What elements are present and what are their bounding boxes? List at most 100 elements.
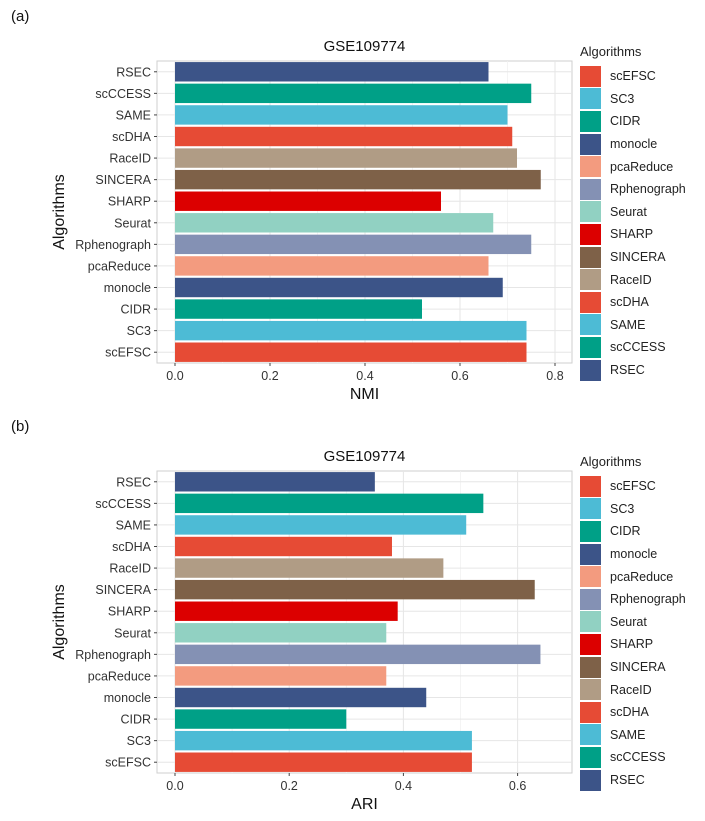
legend-label: Rphenograph — [610, 182, 686, 197]
legend-item: SHARP — [580, 223, 686, 246]
bar-seurat — [175, 623, 387, 643]
legend-item: pcaReduce — [580, 155, 686, 178]
legend-item: Seurat — [580, 611, 686, 634]
bar-sharp — [175, 191, 441, 211]
legend-label: SHARP — [610, 227, 654, 242]
legend-key — [580, 178, 601, 200]
legend-key — [580, 88, 601, 110]
legend-item: scCCESS — [580, 336, 686, 359]
legend-key — [580, 336, 601, 358]
legend-key — [580, 679, 601, 701]
legend-key — [580, 498, 601, 520]
panel-label: (b) — [11, 418, 30, 435]
legend-item: Rphenograph — [580, 588, 686, 611]
legend-key — [580, 359, 601, 381]
y-tick-label: RaceID — [109, 562, 151, 576]
y-tick-label: Seurat — [114, 216, 151, 230]
legend-label: monocle — [610, 137, 658, 152]
bar-cidr — [175, 709, 347, 729]
legend-key — [580, 656, 601, 678]
bar-monocle — [175, 687, 427, 708]
legend-label: SAME — [610, 727, 646, 742]
y-tick-label: SC3 — [127, 324, 151, 338]
legend-label: CIDR — [610, 114, 641, 129]
legend-item: SHARP — [580, 633, 686, 656]
legend-label: pcaReduce — [610, 159, 674, 174]
legend-item: RSEC — [580, 359, 686, 382]
legend-item: CIDR — [580, 110, 686, 133]
bar-rphenograph — [175, 644, 541, 665]
x-tick-label: 0.6 — [509, 779, 526, 793]
bar-rsec — [175, 62, 489, 82]
legend-label: SINCERA — [610, 660, 666, 675]
legend-item: Seurat — [580, 201, 686, 224]
legend-label: RaceID — [610, 272, 652, 287]
legend-item: RaceID — [580, 268, 686, 291]
bar-raceid — [175, 558, 444, 578]
legend-item: Rphenograph — [580, 178, 686, 201]
legend-key — [580, 314, 601, 336]
y-tick-label: SAME — [116, 108, 151, 122]
legend-key — [580, 588, 601, 610]
y-tick-label: CIDR — [120, 303, 151, 317]
legend-key — [580, 291, 601, 313]
legend-label: SC3 — [610, 91, 635, 106]
legend-key — [580, 269, 601, 291]
y-tick-label: monocle — [104, 691, 151, 705]
legend-label: SC3 — [610, 501, 635, 516]
bar-rsec — [175, 472, 375, 492]
legend-key — [580, 611, 601, 633]
legend-label: pcaReduce — [610, 569, 674, 584]
y-tick-label: pcaReduce — [88, 669, 151, 683]
legend-item: scEFSC — [580, 65, 686, 88]
y-axis-label: Algorithms — [51, 174, 68, 250]
legend-list: scEFSC SC3 CIDR monocle pcaReduce Rphenograph… — [580, 65, 686, 381]
legend-item: SINCERA — [580, 246, 686, 269]
y-tick-label: pcaReduce — [88, 259, 151, 273]
legend-label: monocle — [610, 547, 658, 562]
y-tick-label: SHARP — [108, 605, 151, 619]
y-tick-label: SINCERA — [95, 583, 151, 597]
legend-item: SAME — [580, 314, 686, 337]
legend-item: monocle — [580, 543, 686, 566]
panel-b: (b) scEFSC SC3 CIDR monocle pcaReduce Rphenog… — [0, 410, 705, 820]
y-tick-label: scEFSC — [105, 756, 151, 770]
bar-sincera — [175, 169, 541, 190]
legend-label: Rphenograph — [610, 592, 686, 607]
chart-title: GSE109774 — [324, 448, 406, 465]
bar-scccess — [175, 83, 532, 104]
legend-key — [580, 724, 601, 746]
legend-item: SINCERA — [580, 656, 686, 679]
legend-key — [580, 223, 601, 245]
legend-label: scCCESS — [610, 340, 666, 355]
bar-sc3 — [175, 730, 472, 751]
legend-key — [580, 475, 601, 497]
legend-key — [580, 633, 601, 655]
bar-same — [175, 515, 467, 535]
legend-key — [580, 701, 601, 723]
y-tick-label: scDHA — [112, 540, 152, 554]
chart-title: GSE109774 — [324, 38, 406, 55]
x-tick-label: 0.8 — [546, 369, 563, 383]
legend-item: scCCESS — [580, 746, 686, 769]
legend-item: RaceID — [580, 678, 686, 701]
legend-item: monocle — [580, 133, 686, 156]
legend-key — [580, 246, 601, 268]
bar-cidr — [175, 299, 422, 319]
legend-item: pcaReduce — [580, 565, 686, 588]
legend-key — [580, 133, 601, 155]
x-axis-label: NMI — [350, 386, 379, 403]
x-axis-label: ARI — [351, 796, 378, 813]
panel-a: (a) scEFSC SC3 CIDR monocle pcaReduce Rphenog… — [0, 0, 705, 410]
legend-label: SHARP — [610, 637, 654, 652]
y-axis-label: Algorithms — [51, 584, 68, 660]
legend-label: scEFSC — [610, 479, 656, 494]
legend-list: scEFSC SC3 CIDR monocle pcaReduce Rphenograph… — [580, 475, 686, 791]
legend-key — [580, 110, 601, 132]
x-tick-label: 0.2 — [281, 779, 298, 793]
legend-item: scDHA — [580, 701, 686, 724]
y-tick-label: SAME — [116, 518, 151, 532]
legend-label: Seurat — [610, 614, 647, 629]
legend-label: Seurat — [610, 204, 647, 219]
legend-key — [580, 520, 601, 542]
